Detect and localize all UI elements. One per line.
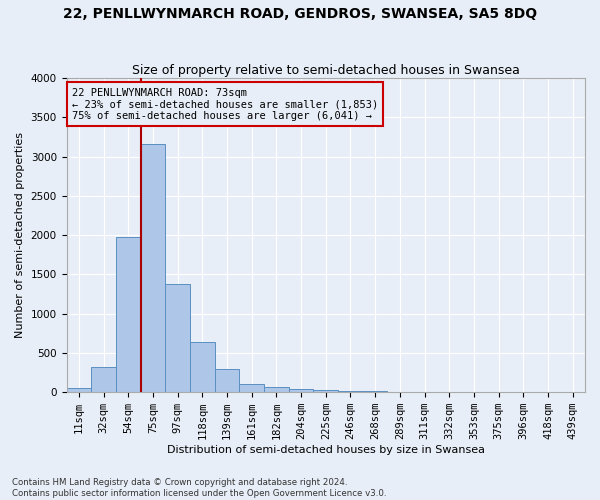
Text: 22 PENLLWYNMARCH ROAD: 73sqm
← 23% of semi-detached houses are smaller (1,853)
7: 22 PENLLWYNMARCH ROAD: 73sqm ← 23% of se… [72,88,378,121]
X-axis label: Distribution of semi-detached houses by size in Swansea: Distribution of semi-detached houses by … [167,445,485,455]
Bar [190,342,215,392]
Y-axis label: Number of semi-detached properties: Number of semi-detached properties [15,132,25,338]
Bar [67,388,91,392]
Bar [215,368,239,392]
Bar [91,367,116,392]
Bar [239,384,264,392]
Bar [289,388,313,392]
Text: 22, PENLLWYNMARCH ROAD, GENDROS, SWANSEA, SA5 8DQ: 22, PENLLWYNMARCH ROAD, GENDROS, SWANSEA… [63,8,537,22]
Text: Contains HM Land Registry data © Crown copyright and database right 2024.
Contai: Contains HM Land Registry data © Crown c… [12,478,386,498]
Bar [116,237,140,392]
Bar [264,387,289,392]
Bar [313,390,338,392]
Bar [165,284,190,392]
Bar [140,144,165,392]
Bar [338,391,363,392]
Title: Size of property relative to semi-detached houses in Swansea: Size of property relative to semi-detach… [132,64,520,77]
